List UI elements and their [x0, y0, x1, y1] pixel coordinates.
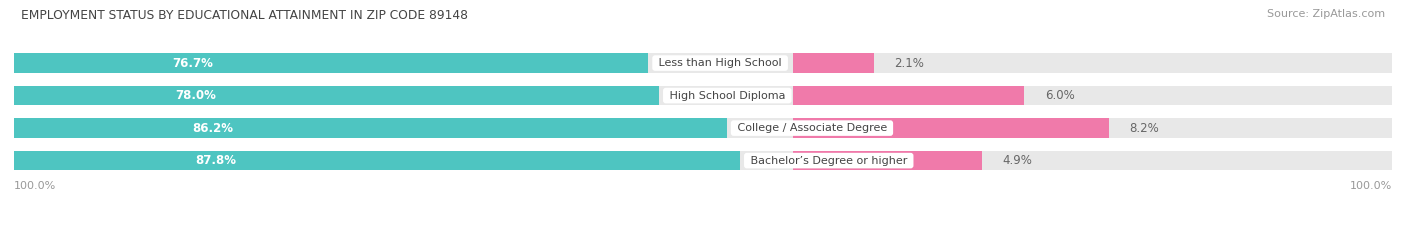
Bar — [14, 151, 1392, 170]
Text: College / Associate Degree: College / Associate Degree — [734, 123, 890, 133]
Text: 8.2%: 8.2% — [1129, 122, 1160, 135]
Bar — [793, 118, 1109, 138]
Text: 2.1%: 2.1% — [894, 57, 924, 70]
Text: 86.2%: 86.2% — [193, 122, 233, 135]
Text: 78.0%: 78.0% — [176, 89, 217, 102]
Text: Less than High School: Less than High School — [655, 58, 785, 68]
Text: 100.0%: 100.0% — [14, 181, 56, 191]
Text: EMPLOYMENT STATUS BY EDUCATIONAL ATTAINMENT IN ZIP CODE 89148: EMPLOYMENT STATUS BY EDUCATIONAL ATTAINM… — [21, 9, 468, 22]
Text: Source: ZipAtlas.com: Source: ZipAtlas.com — [1267, 9, 1385, 19]
Bar — [793, 86, 1024, 105]
Bar — [14, 86, 659, 105]
Bar — [793, 151, 981, 170]
Bar — [14, 86, 1392, 105]
Bar — [14, 53, 648, 73]
Text: 87.8%: 87.8% — [195, 154, 236, 167]
Bar — [14, 53, 1392, 73]
Text: 6.0%: 6.0% — [1045, 89, 1074, 102]
Legend: In Labor Force, Unemployed: In Labor Force, Unemployed — [592, 230, 814, 233]
Text: 4.9%: 4.9% — [1002, 154, 1032, 167]
Bar — [14, 151, 740, 170]
Text: 100.0%: 100.0% — [1350, 181, 1392, 191]
Text: High School Diploma: High School Diploma — [666, 91, 789, 101]
Text: Bachelor’s Degree or higher: Bachelor’s Degree or higher — [747, 156, 911, 166]
Bar — [14, 118, 727, 138]
Bar — [14, 118, 1392, 138]
Bar — [793, 53, 873, 73]
Text: 76.7%: 76.7% — [173, 57, 214, 70]
